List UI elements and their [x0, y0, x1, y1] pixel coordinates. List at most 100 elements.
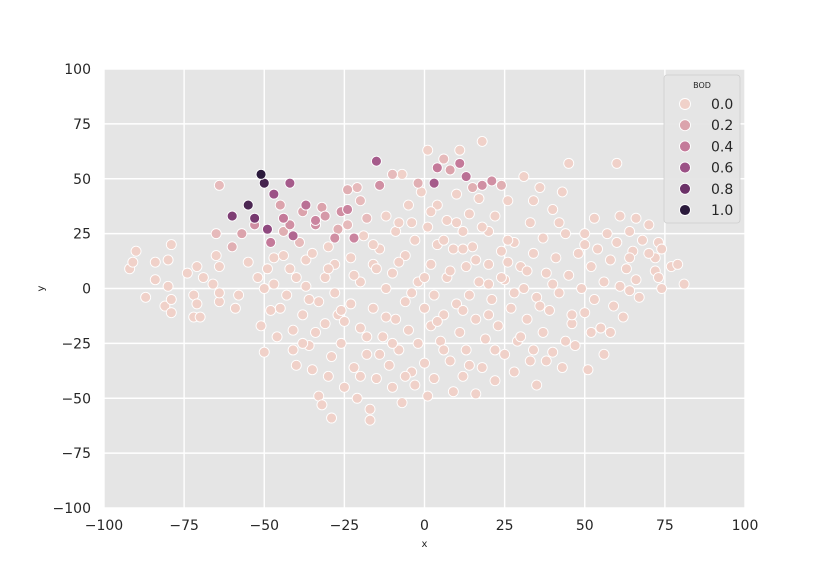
data-point: [380, 311, 392, 323]
data-point: [255, 168, 267, 180]
data-point: [579, 239, 591, 251]
data-point: [495, 179, 507, 191]
data-point: [540, 267, 552, 279]
data-point: [310, 215, 321, 226]
data-point: [451, 217, 462, 229]
data-point: [306, 247, 318, 259]
data-point: [508, 287, 520, 299]
data-point: [579, 228, 591, 240]
y-tick-label: −75: [61, 446, 91, 462]
data-point: [566, 309, 578, 321]
data-point: [653, 272, 664, 283]
data-point: [560, 228, 571, 240]
x-tick-label: 0: [420, 518, 429, 534]
data-point: [345, 298, 357, 310]
data-point: [447, 243, 459, 255]
data-point: [630, 274, 642, 286]
data-point: [274, 199, 286, 211]
data-point: [393, 217, 405, 229]
data-point: [387, 337, 398, 349]
data-point: [579, 307, 591, 319]
data-point: [425, 258, 437, 270]
data-point: [463, 359, 475, 371]
data-point: [489, 210, 501, 222]
data-point: [354, 322, 366, 334]
data-point: [431, 315, 443, 327]
data-point: [351, 392, 363, 404]
data-point: [370, 263, 382, 275]
data-point: [624, 285, 636, 297]
data-point: [598, 348, 610, 360]
data-point: [361, 331, 373, 343]
data-point: [364, 403, 376, 415]
data-point: [425, 206, 437, 218]
data-point: [528, 344, 539, 356]
x-tick-label: −75: [169, 518, 199, 534]
data-point: [422, 221, 434, 233]
data-point: [226, 241, 238, 253]
data-point: [585, 261, 597, 272]
data-point: [354, 370, 366, 382]
data-point: [428, 289, 440, 301]
data-point: [614, 210, 626, 222]
data-point: [258, 346, 270, 358]
data-point: [460, 261, 472, 272]
data-point: [547, 278, 559, 290]
data-point: [335, 337, 347, 349]
data-point: [633, 291, 645, 303]
legend: BOD 0.0 0.2 0.4 0.6 0.8 1.0: [663, 74, 741, 224]
data-point: [492, 320, 504, 332]
legend-label: 0.8: [711, 182, 733, 198]
data-point: [322, 241, 334, 253]
data-point: [374, 179, 386, 191]
data-point: [508, 366, 520, 378]
data-point: [524, 217, 536, 229]
data-point: [393, 256, 405, 268]
data-point: [611, 157, 623, 169]
data-point: [236, 228, 248, 240]
data-point: [268, 188, 280, 200]
data-point: [438, 234, 450, 246]
data-point: [457, 243, 469, 255]
data-point: [249, 212, 261, 224]
data-point: [476, 135, 488, 147]
data-point: [422, 390, 434, 402]
data-point: [592, 243, 604, 255]
data-point: [476, 362, 488, 373]
data-point: [316, 399, 328, 411]
data-point: [342, 219, 354, 231]
data-point: [210, 228, 222, 240]
y-tick-label: 0: [82, 282, 91, 298]
data-point: [322, 263, 334, 275]
data-point: [428, 373, 440, 384]
data-point: [483, 309, 495, 321]
data-point: [620, 263, 632, 275]
y-tick-label: 50: [73, 172, 91, 188]
data-point: [537, 326, 549, 338]
legend-label: 0.6: [711, 161, 733, 177]
data-point: [310, 326, 321, 338]
data-point: [518, 171, 530, 183]
data-point: [374, 348, 386, 360]
data-point: [406, 217, 418, 229]
data-point: [483, 258, 495, 270]
data-point: [547, 346, 559, 358]
data-point: [656, 283, 668, 294]
data-point: [165, 307, 177, 319]
data-point: [226, 210, 238, 222]
data-point: [604, 254, 616, 266]
data-point: [518, 283, 530, 294]
data-point: [502, 256, 514, 268]
data-point: [515, 331, 527, 343]
data-point: [194, 311, 206, 323]
data-point: [370, 155, 382, 167]
data-points: [124, 135, 690, 426]
data-point: [495, 272, 507, 283]
data-point: [229, 302, 241, 314]
data-point: [377, 331, 389, 343]
data-point: [396, 397, 408, 409]
data-point: [284, 263, 296, 275]
data-point: [598, 276, 610, 288]
data-point: [521, 313, 533, 325]
